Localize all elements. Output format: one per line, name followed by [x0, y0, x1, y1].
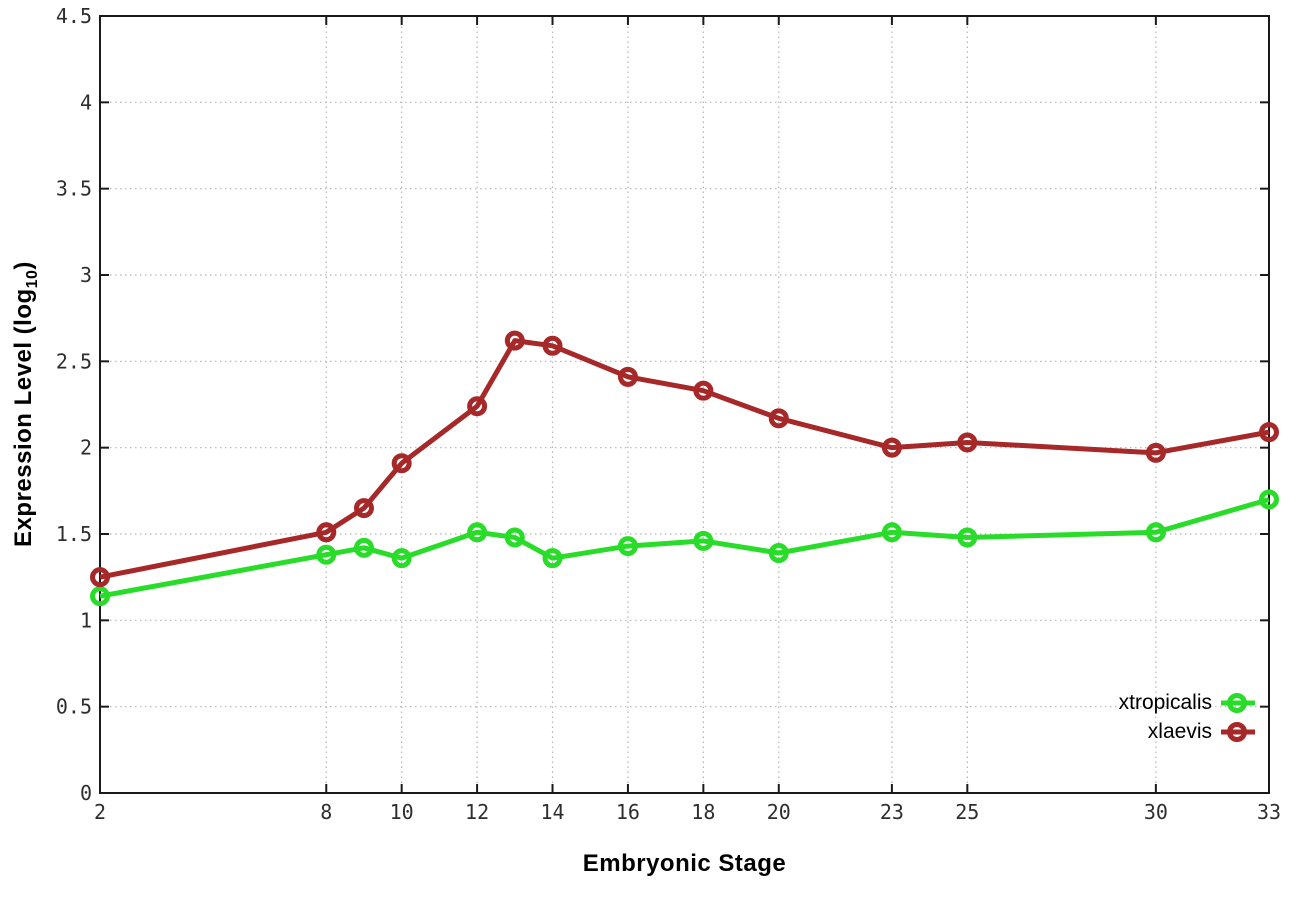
- data-point-marker-xtropicalis: [1145, 522, 1166, 543]
- data-point-marker-xtropicalis: [617, 536, 638, 557]
- data-point-marker-xlaevis: [957, 432, 978, 453]
- data-point-marker-xtropicalis: [316, 544, 337, 565]
- y-tick-label: 4: [80, 90, 92, 114]
- data-point-marker-xtropicalis: [542, 548, 563, 569]
- data-point-marker-xtropicalis: [353, 537, 374, 558]
- y-tick-label: 2: [80, 436, 92, 460]
- data-point-marker-xlaevis: [316, 522, 337, 543]
- x-tick-label: 12: [465, 800, 489, 824]
- data-point-marker-xlaevis: [1259, 422, 1279, 443]
- legend-item-xlaevis: xlaevis: [1119, 717, 1255, 746]
- y-tick-label: 1.5: [56, 522, 92, 546]
- data-point-marker-xtropicalis: [957, 527, 978, 548]
- legend-sample-circle: [1227, 692, 1247, 713]
- x-tick-label: 18: [691, 800, 715, 824]
- y-tick-label: 3.5: [56, 177, 92, 201]
- x-tick-label: 23: [880, 800, 904, 824]
- data-point-marker-xtropicalis: [90, 586, 110, 607]
- y-axis-title-text: Expression Level (log: [10, 288, 38, 547]
- data-point-marker-xlaevis: [693, 380, 714, 401]
- data-point-marker-xlaevis: [881, 437, 902, 458]
- x-tick-label: 20: [767, 800, 791, 824]
- legend-marker-xtropicalis-icon: [1221, 692, 1255, 713]
- data-point-marker-xtropicalis: [467, 522, 488, 543]
- x-tick-label: 10: [390, 800, 414, 824]
- x-tick-label: 8: [320, 800, 332, 824]
- data-point-marker-xlaevis: [617, 366, 638, 387]
- data-point-marker-xlaevis: [467, 396, 488, 417]
- data-point-marker-xlaevis: [542, 335, 563, 356]
- data-point-marker-xlaevis: [353, 498, 374, 519]
- y-tick-label: 0.5: [56, 695, 92, 719]
- data-point-marker-xlaevis: [391, 453, 412, 474]
- legend-item-xtropicalis: xtropicalis: [1119, 688, 1255, 717]
- y-tick-label: 2.5: [56, 349, 92, 373]
- data-point-marker-xlaevis: [768, 408, 789, 429]
- legend-sample-circle: [1227, 721, 1247, 742]
- y-axis-title: Expression Level (log10): [10, 261, 42, 547]
- plot-border: [99, 15, 1270, 794]
- series-line-xtropicalis: [99, 497, 1270, 599]
- y-tick-label: 4.5: [56, 4, 92, 28]
- data-point-marker-xtropicalis: [768, 542, 789, 563]
- legend-label-xlaevis: xlaevis: [1147, 719, 1212, 743]
- x-tick-label: 14: [540, 800, 564, 824]
- y-axis-title-subscript: 10: [23, 269, 41, 289]
- y-tick-label: 3: [80, 263, 92, 287]
- data-point-marker-xlaevis: [90, 567, 110, 588]
- x-tick-label: 33: [1257, 800, 1281, 824]
- data-point-marker-xtropicalis: [1259, 489, 1279, 510]
- legend-label-xtropicalis: xtropicalis: [1118, 690, 1212, 714]
- x-tick-label: 25: [955, 800, 979, 824]
- data-point-marker-xtropicalis: [693, 530, 714, 551]
- legend-marker-xlaevis-icon: [1221, 721, 1255, 742]
- data-point-marker-xtropicalis: [881, 522, 902, 543]
- x-tick-label: 2: [94, 800, 106, 824]
- data-point-marker-xlaevis: [1145, 442, 1166, 463]
- y-tick-label: 1: [80, 608, 92, 632]
- x-tick-label: 16: [616, 800, 640, 824]
- data-point-marker-xtropicalis: [504, 527, 525, 548]
- x-axis-title: Embryonic Stage: [582, 850, 787, 877]
- legend: xtropicalis xlaevis: [1119, 688, 1255, 746]
- x-tick-label: 30: [1144, 800, 1168, 824]
- data-point-marker-xtropicalis: [391, 548, 412, 569]
- y-axis-title-suffix: ): [10, 261, 38, 270]
- y-tick-label: 0: [80, 781, 92, 805]
- data-point-marker-xlaevis: [504, 330, 525, 351]
